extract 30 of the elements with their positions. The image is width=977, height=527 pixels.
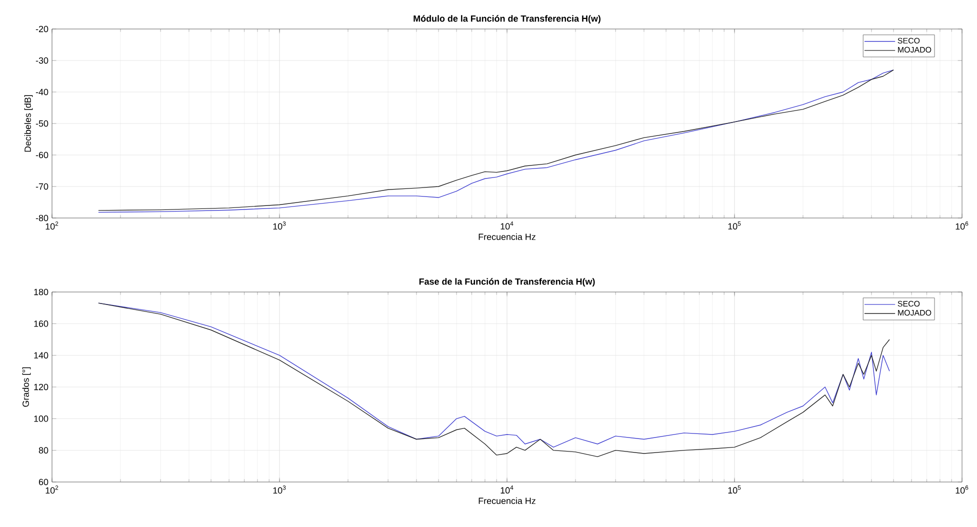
x-axis-title: Frecuencia Hz bbox=[478, 233, 536, 240]
x-tick-label: 10$^{4}$ bbox=[500, 486, 514, 494]
y-tick-label: -80 bbox=[36, 214, 48, 222]
y-axis-title: Grados [°] bbox=[22, 367, 31, 407]
x-tick-label: 10$^{3}$ bbox=[273, 486, 286, 494]
y-tick-label: 60 bbox=[38, 478, 48, 486]
y-tick-label: 100 bbox=[34, 415, 48, 422]
x-tick-label: 10$^{5}$ bbox=[728, 222, 741, 230]
y-axis-title: Decibeles [dB] bbox=[24, 95, 33, 152]
y-tick-label: -20 bbox=[36, 26, 48, 32]
y-tick-label: -40 bbox=[36, 88, 48, 96]
x-tick-label: 10$^{3}$ bbox=[273, 222, 286, 230]
y-tick-label: -50 bbox=[36, 120, 48, 127]
x-tick-label: 10$^{2}$ bbox=[46, 222, 58, 230]
x-axis-title: Frecuencia Hz bbox=[478, 497, 536, 504]
y-tick-label: 160 bbox=[34, 320, 48, 327]
y-tick-label: -60 bbox=[36, 152, 48, 158]
chart-title: Fase de la Función de Transferencia H(w) bbox=[419, 278, 595, 286]
x-tick-label: 10$^{2}$ bbox=[46, 486, 58, 494]
x-tick-label: 10$^{5}$ bbox=[728, 486, 741, 494]
y-tick-label: 80 bbox=[38, 447, 48, 454]
y-tick-label: -30 bbox=[36, 57, 48, 64]
y-tick-label: 180 bbox=[34, 288, 48, 296]
x-tick-label: 10$^{6}$ bbox=[956, 222, 968, 230]
y-tick-label: -70 bbox=[36, 183, 48, 190]
x-tick-label: 10$^{4}$ bbox=[500, 222, 514, 230]
y-tick-label: 120 bbox=[34, 384, 48, 390]
y-tick-label: 140 bbox=[34, 352, 48, 359]
chart-title: Módulo de la Función de Transferencia H(w) bbox=[414, 15, 600, 24]
x-tick-label: 10$^{6}$ bbox=[956, 486, 968, 494]
